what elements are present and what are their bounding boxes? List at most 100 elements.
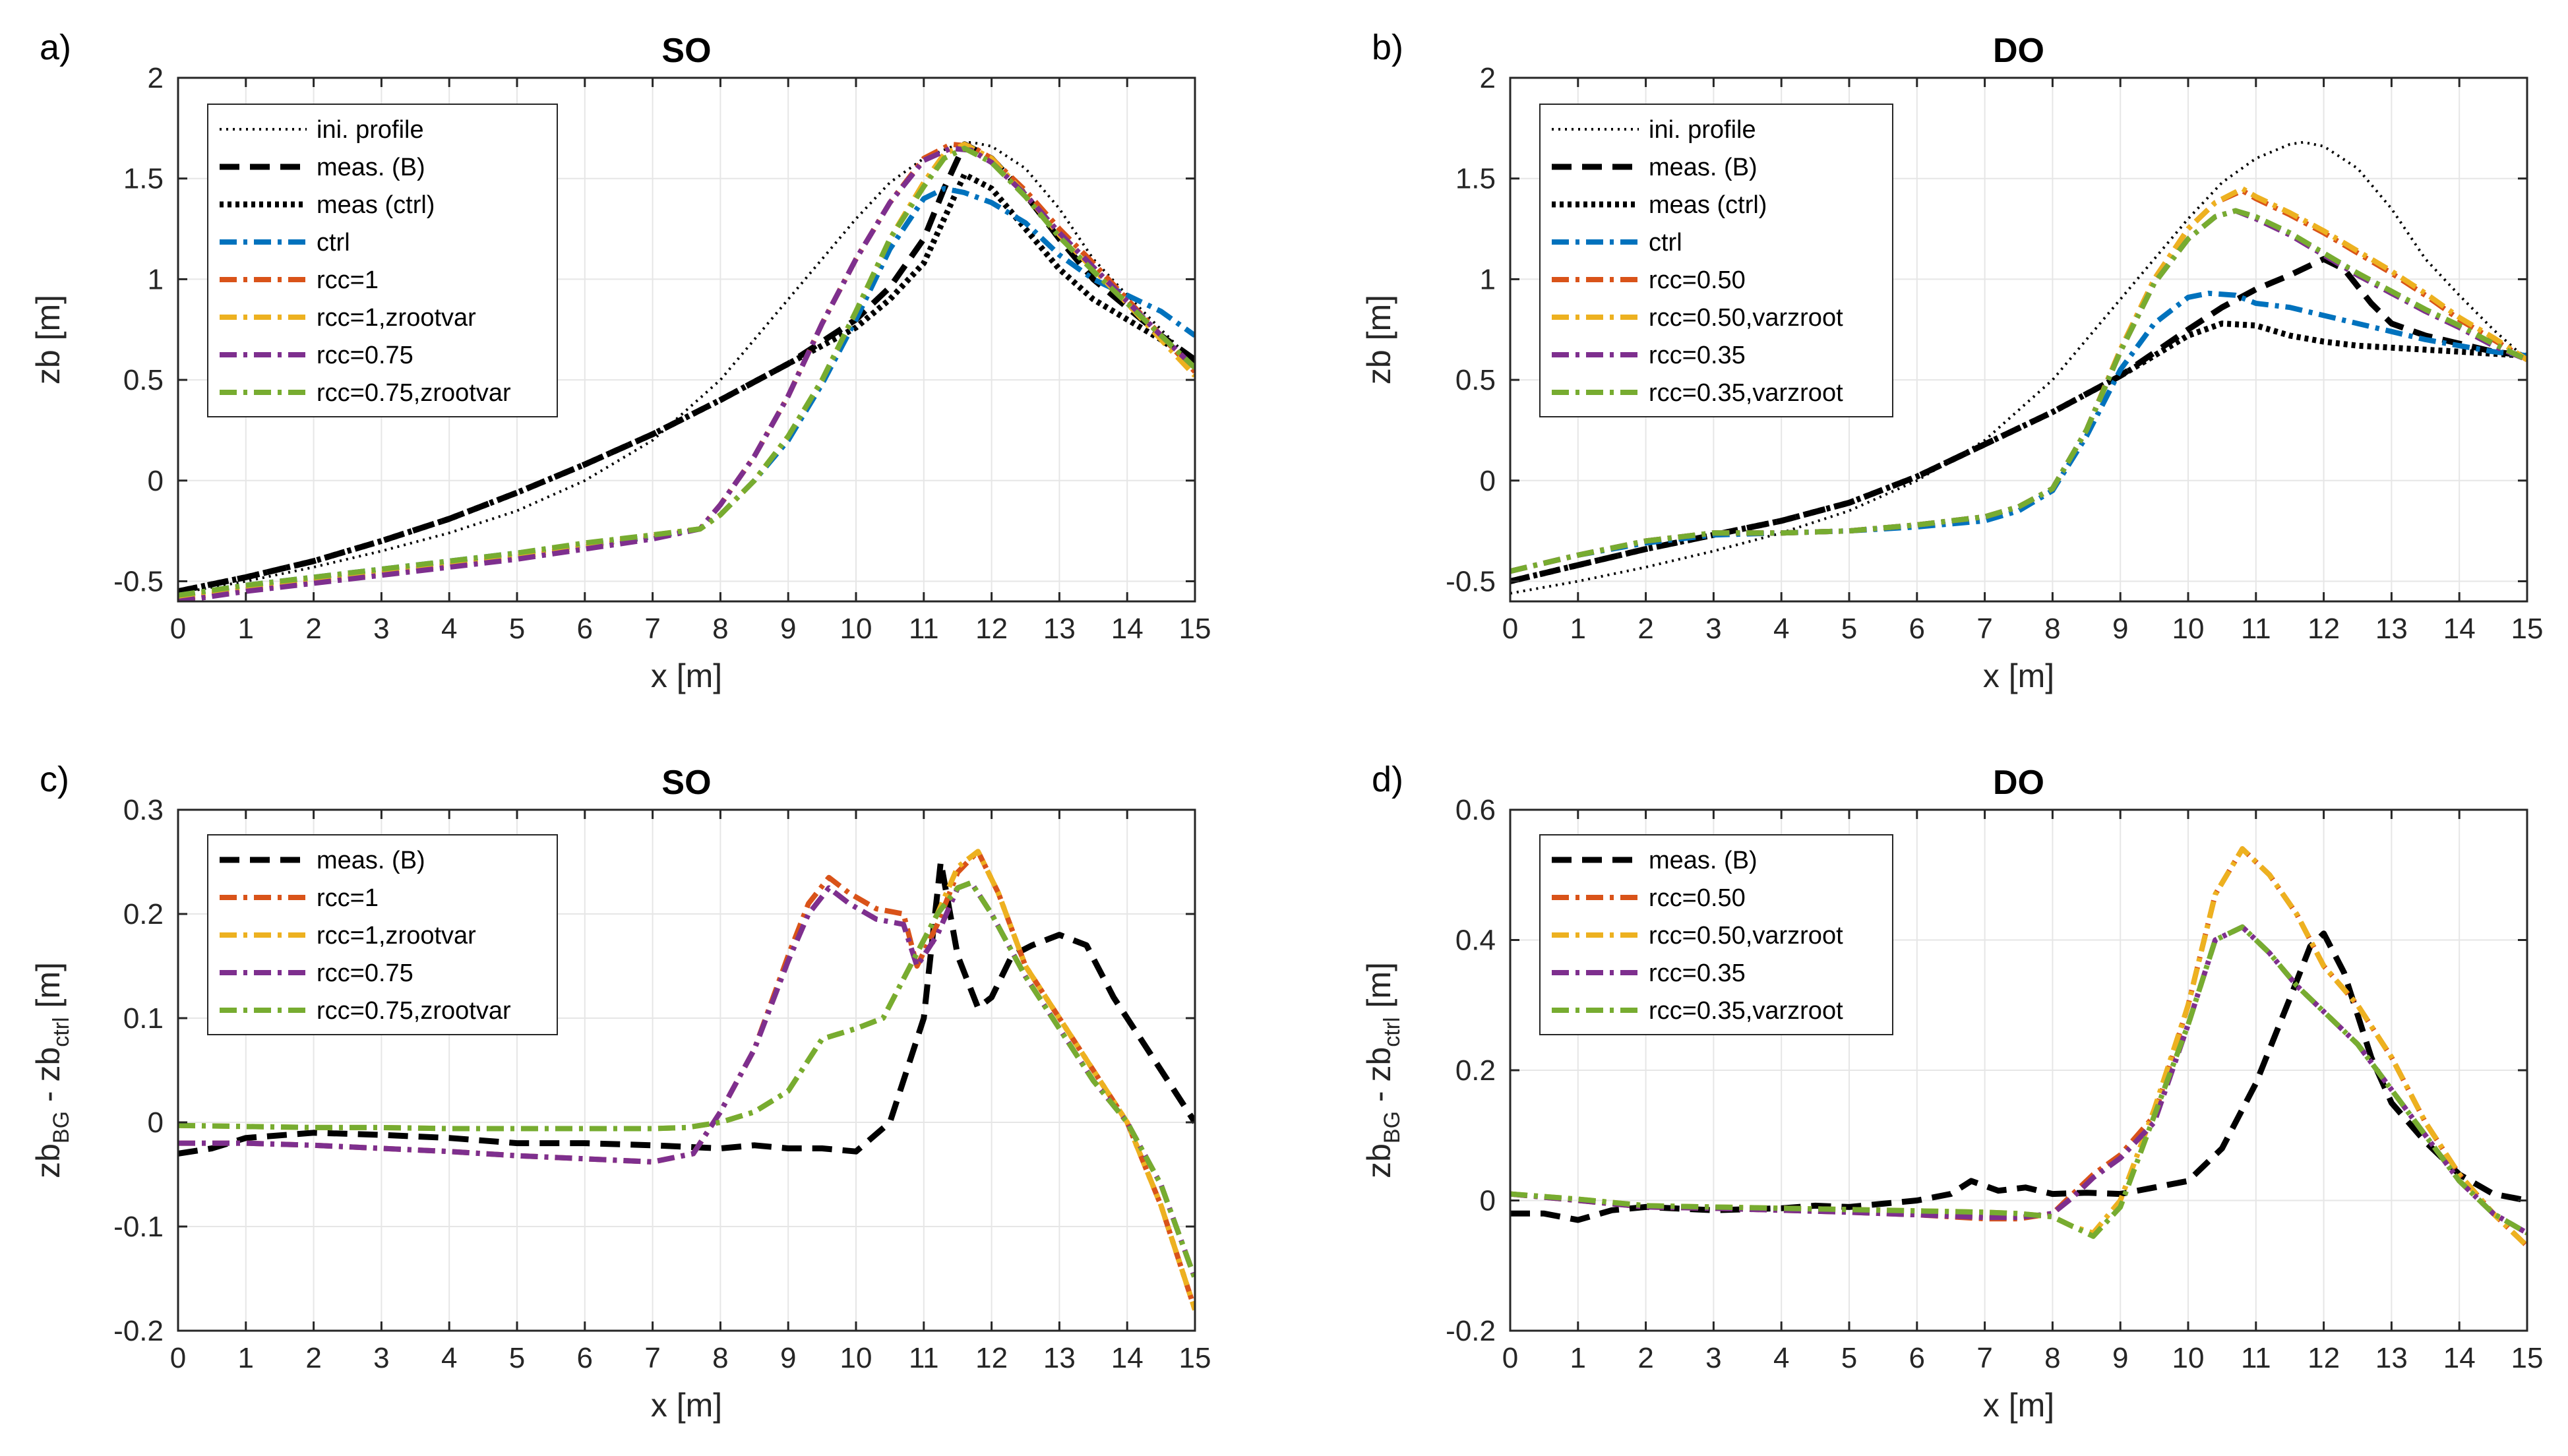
y-tick-label: 0.2 xyxy=(123,898,164,930)
x-tick-label: 11 xyxy=(2241,613,2271,645)
x-tick-label: 0 xyxy=(170,613,186,645)
y-tick-label: 0.4 xyxy=(1455,925,1496,957)
x-tick-label: 11 xyxy=(909,613,939,645)
x-tick-label: 13 xyxy=(2375,613,2408,645)
legend-label: meas. (B) xyxy=(317,847,425,874)
x-tick-label: 7 xyxy=(1976,613,1992,645)
x-tick-label: 7 xyxy=(644,1342,660,1374)
legend: meas. (B) rcc=0.50 rcc=0.50,varzroot rcc=0.… xyxy=(1539,834,1893,1035)
x-tick-label: 5 xyxy=(1841,613,1857,645)
legend-label: meas. (B) xyxy=(317,154,425,181)
y-tick-label: 0.5 xyxy=(123,364,164,396)
y-tick-label: 1.5 xyxy=(123,163,164,195)
x-axis-label: x [m] xyxy=(651,657,722,694)
legend: meas. (B) rcc=1 rcc=1,zrootvar rcc=0.75 rcc=… xyxy=(207,834,558,1035)
x-tick-label: 14 xyxy=(2443,613,2476,645)
y-tick-label: 0.3 xyxy=(123,794,164,826)
x-tick-label: 4 xyxy=(441,1342,457,1374)
series-group xyxy=(1510,846,2527,1248)
panel-c: 0 1 2 3 4 5 6 7 8 9 10 11 12 13 14 15-0.2-0.100.10.20.3… xyxy=(30,760,1211,1424)
chart-title: SO xyxy=(661,32,711,70)
y-axis-label-part: BG xyxy=(1380,1111,1405,1143)
y-axis-label: zbBG - zbctrl [m] xyxy=(1360,962,1405,1178)
x-tick-label: 7 xyxy=(644,613,660,645)
legend-label: rcc=0.50 xyxy=(1649,266,1746,294)
series-line-rcc-0-75 xyxy=(178,145,1195,601)
x-tick-label: 11 xyxy=(909,1342,939,1374)
y-axis-label: zbBG - zbctrl [m] xyxy=(30,962,74,1178)
x-tick-label: 12 xyxy=(975,613,1008,645)
legend-label: rcc=0.35,varzroot xyxy=(1649,997,1843,1025)
y-tick-label: 0 xyxy=(148,465,164,497)
legend-label: rcc=0.50,varzroot xyxy=(1649,304,1843,332)
x-axis-label: x [m] xyxy=(651,1387,722,1424)
x-tick-label: 10 xyxy=(2172,613,2205,645)
x-tick-label: 8 xyxy=(712,1342,728,1374)
y-tick-label: 0.1 xyxy=(123,1002,164,1035)
legend-label: ini. profile xyxy=(317,116,424,144)
x-tick-label: 6 xyxy=(577,613,593,645)
chart-title: SO xyxy=(661,764,711,802)
panel-letter: d) xyxy=(1372,760,1403,799)
y-axis-label-part: ctrl xyxy=(49,1017,74,1046)
panel-b: 0 1 2 3 4 5 6 7 8 9 10 11 12 13 14 15-0.500.511.52DOb)x… xyxy=(1360,28,2543,694)
x-tick-label: 1 xyxy=(238,613,254,645)
legend: ini. profile meas. (B) meas (ctrl) ctrl rcc=… xyxy=(207,104,558,417)
legend-label: rcc=0.50 xyxy=(1649,884,1746,912)
series-line-ini-profile xyxy=(178,140,1195,595)
y-axis-label-part: ctrl xyxy=(1380,1017,1405,1046)
panel-letter: c) xyxy=(40,760,69,799)
x-tick-label: 15 xyxy=(1179,1342,1211,1374)
series-line-ctrl xyxy=(178,186,1195,598)
series-group xyxy=(178,140,1195,601)
x-tick-label: 8 xyxy=(712,613,728,645)
x-tick-label: 14 xyxy=(2443,1342,2476,1374)
x-tick-label: 4 xyxy=(441,613,457,645)
series-line-meas-b- xyxy=(178,859,1195,1157)
x-tick-label: 2 xyxy=(1637,613,1653,645)
x-tick-label: 1 xyxy=(238,1342,254,1374)
legend-label: rcc=0.50,varzroot xyxy=(1649,922,1843,950)
x-tick-label: 6 xyxy=(1909,1342,1925,1374)
legend-label: ctrl xyxy=(317,229,350,257)
legend-box xyxy=(207,104,558,417)
x-tick-label: 4 xyxy=(1773,613,1789,645)
y-axis-label: zb [m] xyxy=(30,295,67,384)
x-tick-label: 3 xyxy=(373,1342,389,1374)
series-group xyxy=(178,849,1195,1311)
legend-label: rcc=0.35 xyxy=(1649,959,1746,987)
panel-d: 0 1 2 3 4 5 6 7 8 9 10 11 12 13 14 15-0.200.20.40.6DOd)… xyxy=(1360,760,2543,1424)
panel-letter: a) xyxy=(40,28,71,67)
x-tick-label: 3 xyxy=(373,613,389,645)
x-tick-label: 9 xyxy=(2112,1342,2128,1374)
y-tick-label: -0.2 xyxy=(1446,1315,1496,1347)
y-tick-label: -0.5 xyxy=(113,565,164,597)
x-tick-label: 15 xyxy=(1179,613,1211,645)
x-tick-label: 11 xyxy=(2241,1342,2271,1374)
axes-box xyxy=(1509,76,2528,603)
x-tick-label: 2 xyxy=(1637,1342,1653,1374)
x-tick-label: 0 xyxy=(170,1342,186,1374)
x-tick-label: 1 xyxy=(1570,1342,1586,1374)
y-axis-label-part: BG xyxy=(49,1111,74,1143)
legend-label: rcc=0.75,zrootvar xyxy=(317,997,511,1025)
x-tick-label: 9 xyxy=(2112,613,2128,645)
series-line-rcc-0-75-zrootvar xyxy=(178,145,1195,598)
x-tick-label: 3 xyxy=(1705,613,1721,645)
y-tick-label: 1 xyxy=(148,263,164,295)
legend-label: meas. (B) xyxy=(1649,154,1758,181)
y-tick-label: 1.5 xyxy=(1455,163,1496,195)
x-tick-label: 2 xyxy=(305,1342,321,1374)
x-tick-label: 6 xyxy=(1909,613,1925,645)
x-tick-label: 4 xyxy=(1773,1342,1789,1374)
x-tick-label: 8 xyxy=(2044,613,2060,645)
legend-label: rcc=1 xyxy=(317,266,379,294)
series-line-meas-b- xyxy=(178,141,1195,595)
y-tick-label: 0.5 xyxy=(1455,364,1496,396)
y-tick-label: -0.5 xyxy=(1446,565,1496,597)
x-tick-label: 12 xyxy=(2308,1342,2340,1374)
legend-label: rcc=0.75,zrootvar xyxy=(317,379,511,407)
x-tick-label: 10 xyxy=(840,613,872,645)
legend-label: rcc=1,zrootvar xyxy=(317,304,476,332)
